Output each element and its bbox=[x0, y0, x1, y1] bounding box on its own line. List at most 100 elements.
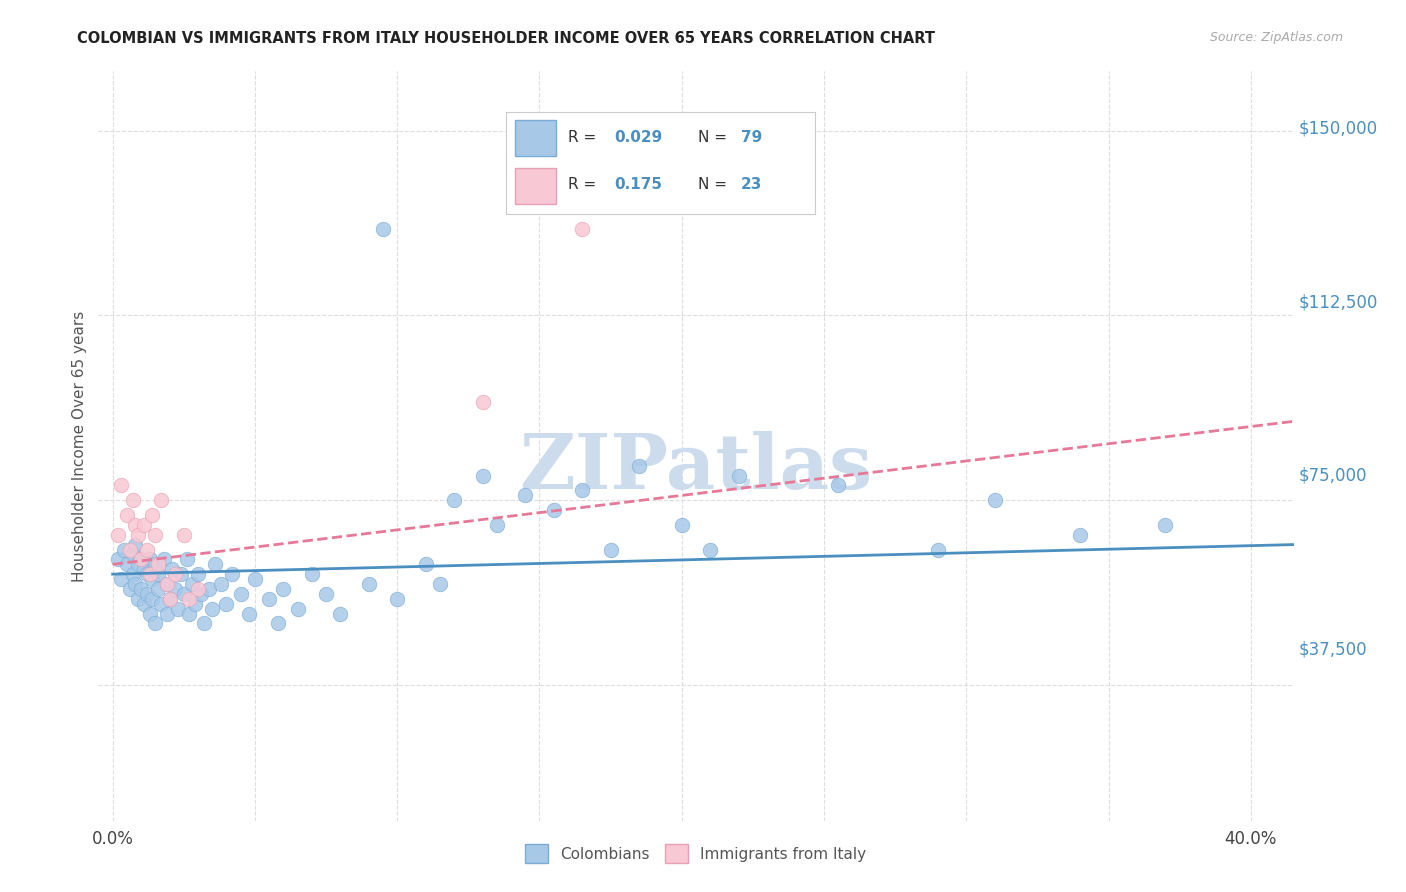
Point bbox=[115, 508, 138, 522]
Point bbox=[243, 572, 266, 586]
Text: 79: 79 bbox=[741, 130, 762, 145]
Point bbox=[156, 577, 179, 591]
Point bbox=[190, 587, 212, 601]
Point bbox=[141, 591, 163, 606]
Point bbox=[143, 616, 166, 631]
Point bbox=[121, 548, 143, 562]
Point bbox=[141, 508, 163, 522]
Point bbox=[127, 527, 149, 541]
Point bbox=[162, 562, 184, 576]
Text: Source: ZipAtlas.com: Source: ZipAtlas.com bbox=[1209, 31, 1343, 45]
Point bbox=[112, 542, 135, 557]
Point bbox=[727, 468, 749, 483]
Point bbox=[124, 517, 146, 532]
Point bbox=[135, 542, 157, 557]
Point bbox=[107, 527, 129, 541]
Point bbox=[129, 552, 152, 566]
Bar bbox=[516, 168, 555, 204]
Text: 0.175: 0.175 bbox=[614, 178, 662, 193]
Point bbox=[184, 597, 207, 611]
Point bbox=[543, 503, 565, 517]
Point bbox=[599, 542, 621, 557]
Point bbox=[471, 468, 494, 483]
Text: N =: N = bbox=[697, 130, 731, 145]
Point bbox=[165, 567, 187, 582]
Point bbox=[121, 493, 143, 508]
Point bbox=[153, 552, 176, 566]
Text: 23: 23 bbox=[741, 178, 762, 193]
Point bbox=[187, 567, 209, 582]
Point bbox=[138, 607, 160, 621]
Point bbox=[148, 558, 170, 572]
Point bbox=[238, 607, 260, 621]
Point bbox=[571, 222, 593, 236]
Point bbox=[176, 552, 198, 566]
Point bbox=[443, 493, 465, 508]
Point bbox=[124, 577, 146, 591]
Point bbox=[471, 394, 494, 409]
Point bbox=[150, 597, 173, 611]
Point bbox=[287, 601, 309, 615]
Bar bbox=[516, 120, 555, 155]
Legend: Colombians, Immigrants from Italy: Colombians, Immigrants from Italy bbox=[519, 838, 873, 869]
Point bbox=[181, 577, 204, 591]
Point bbox=[135, 567, 157, 582]
Point bbox=[107, 552, 129, 566]
Text: 0.029: 0.029 bbox=[614, 130, 662, 145]
Point bbox=[167, 601, 190, 615]
Point bbox=[124, 538, 146, 552]
Point bbox=[485, 517, 508, 532]
Point bbox=[193, 616, 215, 631]
Point bbox=[115, 558, 138, 572]
Text: R =: R = bbox=[568, 130, 602, 145]
Point bbox=[156, 607, 179, 621]
Point bbox=[357, 577, 380, 591]
Point bbox=[143, 558, 166, 572]
Point bbox=[273, 582, 295, 596]
Point bbox=[179, 607, 201, 621]
Point bbox=[159, 591, 181, 606]
Point bbox=[315, 587, 337, 601]
Point bbox=[301, 567, 323, 582]
Point bbox=[110, 478, 132, 492]
Point bbox=[165, 582, 187, 596]
Point bbox=[371, 222, 394, 236]
Point bbox=[229, 587, 252, 601]
Point bbox=[132, 562, 155, 576]
Point bbox=[187, 582, 209, 596]
Point bbox=[267, 616, 290, 631]
Point bbox=[148, 567, 170, 582]
Point bbox=[135, 587, 157, 601]
Point bbox=[173, 527, 195, 541]
Point bbox=[927, 542, 949, 557]
Point bbox=[118, 542, 141, 557]
Point bbox=[827, 478, 849, 492]
Point bbox=[204, 558, 226, 572]
Point bbox=[156, 577, 179, 591]
Point bbox=[329, 607, 352, 621]
Text: R =: R = bbox=[568, 178, 602, 193]
Point bbox=[150, 493, 173, 508]
Point bbox=[132, 517, 155, 532]
Point bbox=[127, 591, 149, 606]
Point bbox=[148, 582, 170, 596]
Text: N =: N = bbox=[697, 178, 731, 193]
Point bbox=[138, 567, 160, 582]
Point bbox=[118, 582, 141, 596]
Point bbox=[515, 488, 537, 502]
Point bbox=[201, 601, 224, 615]
Point bbox=[984, 493, 1007, 508]
Point bbox=[429, 577, 451, 591]
Point bbox=[138, 552, 160, 566]
Point bbox=[129, 552, 152, 566]
Point bbox=[173, 587, 195, 601]
Point bbox=[170, 567, 193, 582]
Point bbox=[699, 542, 721, 557]
Y-axis label: Householder Income Over 65 years: Householder Income Over 65 years bbox=[72, 310, 87, 582]
Point bbox=[571, 483, 593, 498]
Point bbox=[628, 458, 651, 473]
Point bbox=[159, 591, 181, 606]
Point bbox=[143, 527, 166, 541]
Point bbox=[141, 572, 163, 586]
Point bbox=[257, 591, 280, 606]
